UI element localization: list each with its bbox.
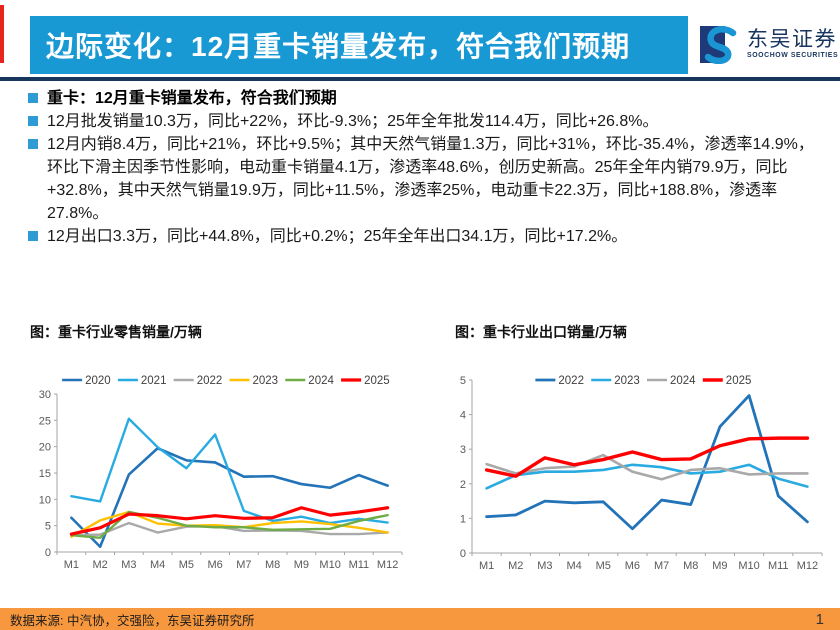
svg-text:10: 10 <box>39 494 51 506</box>
brand-name-cn: 东吴证券 <box>747 27 837 51</box>
bullet-square-icon <box>28 139 38 149</box>
svg-text:M12: M12 <box>377 559 398 571</box>
svg-text:M9: M9 <box>294 559 309 571</box>
svg-text:M6: M6 <box>207 559 222 571</box>
export-sales-line-chart: 0 1 2 3 4 5 M1 M2 M3 M4 M5 M6 M7 M8 M9 M10 M11 M12 2022 202… <box>460 375 823 572</box>
svg-text:1: 1 <box>460 513 466 525</box>
svg-text:M2: M2 <box>92 559 107 571</box>
svg-text:M5: M5 <box>179 559 194 571</box>
svg-text:2025: 2025 <box>726 375 752 387</box>
svg-text:M8: M8 <box>265 559 280 571</box>
list-item: 12月批发销量10.3万，同比+22%，环比-9.3%；25年全年批发114.4… <box>28 110 828 133</box>
bullet-square-icon <box>28 116 38 126</box>
svg-text:2023: 2023 <box>614 375 640 387</box>
svg-text:M11: M11 <box>768 560 789 572</box>
red-accent-stripe <box>0 5 4 63</box>
soochow-logo-icon <box>700 26 737 64</box>
header-divider <box>0 77 840 81</box>
footer-bar: 数据来源: 中汽协，交强险，东吴证券研究所 1 <box>0 608 840 630</box>
page-title: 边际变化：12月重卡销量发布，符合我们预期 <box>46 31 631 62</box>
svg-text:M7: M7 <box>654 560 669 572</box>
svg-text:M1: M1 <box>479 560 494 572</box>
chart-title-export: 图：重卡行业出口销量/万辆 <box>455 324 627 340</box>
svg-text:M12: M12 <box>797 560 818 572</box>
bullet-square-icon <box>28 93 38 103</box>
svg-text:15: 15 <box>39 468 51 480</box>
svg-text:M3: M3 <box>121 559 136 571</box>
brand-name-en: SOOCHOW SECURITIES <box>747 51 839 59</box>
svg-text:M5: M5 <box>596 560 611 572</box>
svg-text:30: 30 <box>39 389 51 401</box>
svg-text:M9: M9 <box>712 560 727 572</box>
svg-text:M10: M10 <box>319 559 340 571</box>
svg-text:M8: M8 <box>683 560 698 572</box>
svg-text:4: 4 <box>460 410 466 422</box>
svg-text:2: 2 <box>460 479 466 491</box>
svg-text:2020: 2020 <box>85 375 111 387</box>
svg-text:M2: M2 <box>508 560 523 572</box>
bullet-text: 重卡：12月重卡销量发布，符合我们预期 <box>47 90 337 107</box>
svg-text:3: 3 <box>460 444 466 456</box>
list-item: 重卡：12月重卡销量发布，符合我们预期 <box>28 87 828 110</box>
data-source-note: 数据来源: 中汽协，交强险，东吴证券研究所 <box>10 613 255 628</box>
bullet-text: 12月出口3.3万，同比+44.8%，同比+0.2%；25年全年出口34.1万，… <box>47 228 628 245</box>
svg-text:5: 5 <box>45 521 51 533</box>
svg-text:M7: M7 <box>236 559 251 571</box>
svg-text:2024: 2024 <box>308 375 334 387</box>
svg-text:2025: 2025 <box>364 375 390 387</box>
svg-text:2021: 2021 <box>141 375 167 387</box>
svg-text:M10: M10 <box>738 560 759 572</box>
bullet-text: 12月内销8.4万，同比+21%，环比+9.5%；其中天然气销量1.3万，同比+… <box>47 136 814 222</box>
svg-text:M6: M6 <box>625 560 640 572</box>
bullet-square-icon <box>28 231 38 241</box>
chart-title-retail: 图：重卡行业零售销量/万辆 <box>30 324 202 340</box>
list-item: 12月内销8.4万，同比+21%，环比+9.5%；其中天然气销量1.3万，同比+… <box>28 133 828 225</box>
svg-text:0: 0 <box>45 547 51 559</box>
title-banner: 边际变化：12月重卡销量发布，符合我们预期 <box>30 16 688 74</box>
svg-text:M1: M1 <box>64 559 79 571</box>
svg-text:20: 20 <box>39 442 51 454</box>
brand-text: 东吴证券 SOOCHOW SECURITIES <box>747 29 838 60</box>
svg-text:2024: 2024 <box>670 375 696 387</box>
svg-text:5: 5 <box>460 375 466 387</box>
svg-text:2022: 2022 <box>197 375 223 387</box>
bullet-text: 12月批发销量10.3万，同比+22%，环比-9.3%；25年全年批发114.4… <box>47 113 659 130</box>
page-number: 1 <box>815 610 824 628</box>
svg-text:0: 0 <box>460 548 466 560</box>
svg-text:M11: M11 <box>349 559 370 571</box>
svg-text:25: 25 <box>39 415 51 427</box>
svg-text:2023: 2023 <box>253 375 279 387</box>
svg-text:M4: M4 <box>150 559 165 571</box>
svg-text:2022: 2022 <box>558 375 584 387</box>
svg-text:M3: M3 <box>537 560 552 572</box>
brand-logo: 东吴证券 SOOCHOW SECURITIES <box>700 24 838 64</box>
svg-text:M4: M4 <box>566 560 581 572</box>
list-item: 12月出口3.3万，同比+44.8%，同比+0.2%；25年全年出口34.1万，… <box>28 225 828 248</box>
bullet-list: 重卡：12月重卡销量发布，符合我们预期 12月批发销量10.3万，同比+22%，… <box>28 87 828 248</box>
